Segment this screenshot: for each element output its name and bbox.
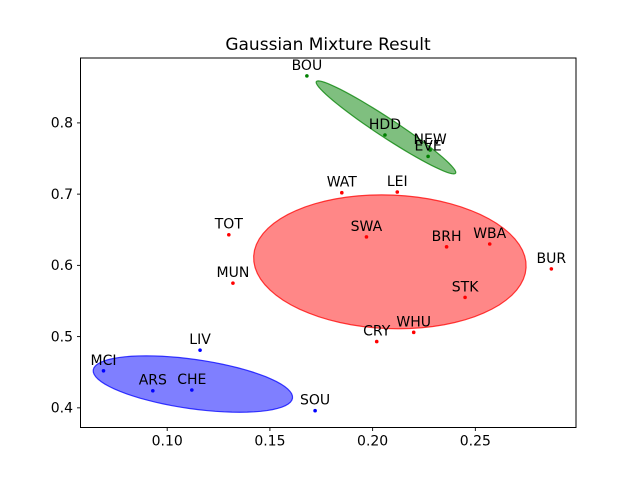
data-point-wba: [487, 242, 492, 246]
point-label-che: CHE: [177, 372, 206, 388]
data-point-brh: [444, 245, 449, 249]
data-point-ars: [151, 388, 155, 393]
cluster-ellipse-red: [253, 194, 527, 330]
point-label-cry: CRY: [363, 324, 391, 340]
y-tick-label: 0.4: [51, 401, 73, 417]
point-layer: [101, 74, 554, 413]
plot-border: [80, 57, 577, 428]
cluster-ellipse-green: [315, 80, 457, 175]
point-label-eve: EVE: [414, 138, 441, 154]
y-tick-label: 0.7: [51, 187, 73, 203]
point-label-wat: WAT: [327, 175, 358, 191]
data-point-wat: [340, 190, 344, 195]
data-point-liv: [198, 348, 202, 352]
axes-layer: 0.10 0.15 0.20 0.25 0.4 0.5 0.6 0.7 0.8: [51, 57, 577, 450]
point-label-ars: ARS: [139, 373, 167, 389]
chart-title: Gaussian Mixture Result: [225, 35, 431, 55]
data-point-stk: [463, 295, 467, 300]
data-point-eve: [426, 154, 430, 159]
data-point-sou: [313, 408, 317, 413]
point-label-hdd: HDD: [369, 117, 401, 133]
point-label-bur: BUR: [537, 251, 567, 267]
point-label-mun: MUN: [217, 265, 250, 281]
y-tick-label: 0.6: [51, 258, 73, 274]
point-label-mci: MCI: [91, 353, 117, 369]
data-point-swa: [364, 235, 369, 239]
point-label-tot: TOT: [214, 217, 244, 233]
data-point-mci: [101, 369, 106, 373]
x-tick-label: 0.25: [460, 434, 491, 450]
data-point-whu: [411, 330, 416, 335]
y-tick-label: 0.5: [51, 329, 73, 345]
point-label-swa: SWA: [351, 219, 383, 235]
y-tick-label: 0.8: [51, 116, 73, 132]
x-tick-label: 0.20: [357, 434, 388, 450]
data-point-bou: [305, 74, 309, 78]
cluster-ellipse-blue: [92, 355, 294, 413]
point-label-new: NEW: [414, 132, 447, 148]
data-point-cry: [374, 339, 379, 344]
data-point-lei: [395, 190, 400, 194]
data-point-mun: [231, 281, 235, 285]
data-point-che: [190, 388, 194, 392]
point-label-stk: STK: [452, 279, 479, 295]
point-label-wba: WBA: [473, 226, 506, 242]
ellipse-layer: [92, 80, 527, 413]
x-tick-label: 0.10: [152, 434, 183, 450]
point-label-bou: BOU: [292, 58, 323, 74]
point-label-lei: LEI: [387, 174, 408, 190]
point-label-brh: BRH: [432, 229, 462, 245]
data-point-tot: [227, 232, 231, 237]
point-label-liv: LIV: [189, 332, 211, 348]
point-label-sou: SOU: [300, 393, 330, 409]
x-tick-label: 0.15: [254, 434, 285, 450]
point-label-whu: WHU: [396, 314, 431, 330]
data-point-hdd: [383, 133, 387, 137]
data-point-bur: [549, 267, 554, 271]
data-point-new: [428, 148, 432, 152]
